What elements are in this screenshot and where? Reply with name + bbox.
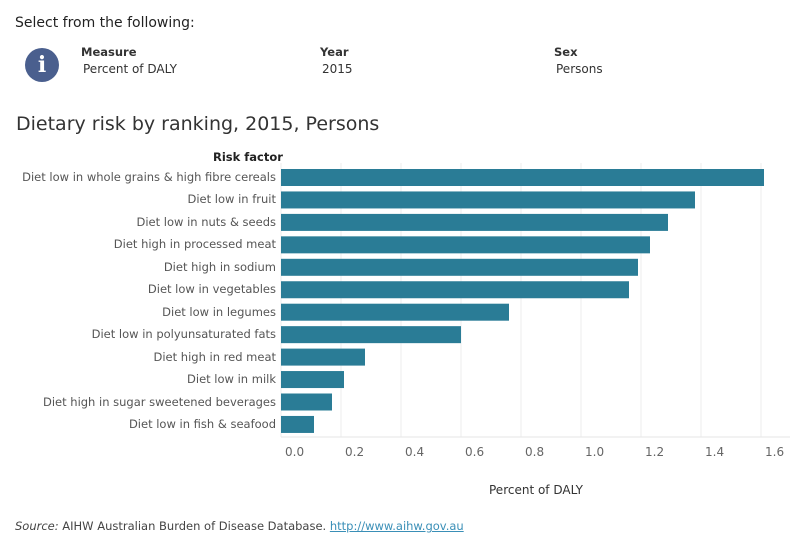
x-axis-title: Percent of DALY bbox=[489, 483, 584, 497]
bar[interactable] bbox=[281, 191, 695, 209]
x-tick-label: 0.6 bbox=[465, 445, 485, 459]
bar[interactable] bbox=[281, 393, 332, 411]
category-label: Diet low in fish & seafood bbox=[128, 416, 276, 431]
bar[interactable] bbox=[281, 415, 314, 433]
x-tick-label: 1.0 bbox=[585, 445, 605, 459]
category-label: Diet low in nuts & seeds bbox=[136, 214, 276, 229]
bar[interactable] bbox=[281, 169, 764, 186]
x-tick-label: 1.4 bbox=[705, 445, 725, 459]
category-label: Diet high in red meat bbox=[153, 349, 277, 364]
bar[interactable] bbox=[281, 236, 650, 254]
sex-filter[interactable]: Persons bbox=[556, 62, 603, 76]
category-label: Diet high in sodium bbox=[163, 259, 276, 274]
category-label: Diet high in sugar sweetened beverages bbox=[42, 394, 276, 409]
bar[interactable] bbox=[281, 281, 629, 299]
category-label: Diet low in whole grains & high fibre ce… bbox=[22, 170, 276, 184]
info-icon[interactable]: i bbox=[25, 48, 59, 82]
category-label: Diet high in processed meat bbox=[113, 237, 276, 252]
measure-label: Measure bbox=[81, 45, 137, 59]
category-label: Diet low in milk bbox=[187, 372, 276, 387]
measure-filter[interactable]: Percent of DALY bbox=[83, 62, 178, 76]
source-note: Source: AIHW Australian Burden of Diseas… bbox=[15, 519, 464, 533]
bar[interactable] bbox=[281, 371, 344, 389]
x-tick-label: 0.0 bbox=[285, 445, 305, 459]
bar[interactable] bbox=[281, 348, 365, 366]
year-filter[interactable]: 2015 bbox=[322, 62, 353, 76]
x-tick-label: 0.2 bbox=[345, 445, 365, 459]
category-label: Diet low in legumes bbox=[162, 304, 276, 319]
x-tick-label: 1.6 bbox=[765, 445, 785, 459]
risk-factor-header: Risk factor bbox=[213, 150, 283, 164]
filter-prompt: Select from the following: bbox=[15, 15, 195, 31]
bar[interactable] bbox=[281, 213, 668, 231]
source-link[interactable]: http://www.aihw.gov.au bbox=[329, 519, 464, 533]
x-tick-label: 1.2 bbox=[645, 445, 665, 459]
category-label: Diet low in vegetables bbox=[147, 282, 276, 297]
chart-title: Dietary risk by ranking, 2015, Persons bbox=[16, 113, 380, 135]
x-tick-label: 0.8 bbox=[525, 445, 545, 459]
year-label: Year bbox=[320, 45, 349, 59]
x-tick-label: 0.4 bbox=[405, 445, 425, 459]
source-text: AIHW Australian Burden of Disease Databa… bbox=[62, 519, 327, 533]
sex-label: Sex bbox=[554, 45, 578, 59]
bar[interactable] bbox=[281, 303, 509, 321]
source-label: Source: bbox=[15, 519, 59, 533]
category-label: Diet low in polyunsaturated fats bbox=[91, 327, 276, 342]
bar[interactable] bbox=[281, 326, 461, 344]
bar[interactable] bbox=[281, 258, 638, 276]
category-label: Diet low in fruit bbox=[187, 192, 277, 207]
